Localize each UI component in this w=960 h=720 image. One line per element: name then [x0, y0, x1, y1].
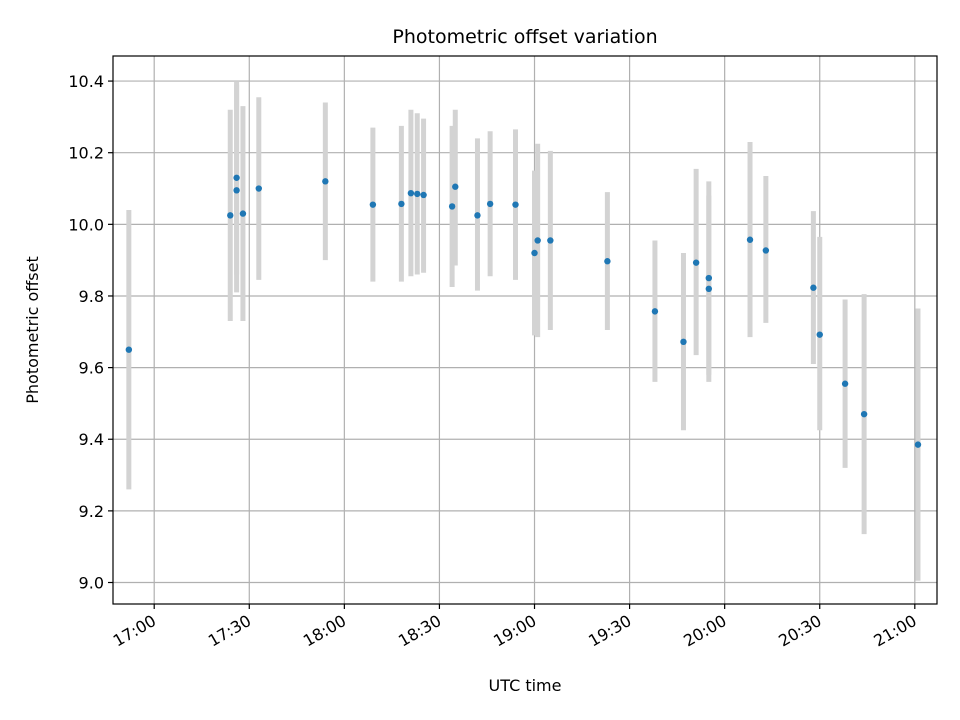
data-point [233, 174, 240, 181]
plot-frame [112, 55, 938, 605]
data-point [705, 285, 713, 293]
data-point [531, 249, 538, 257]
y-axis: 9.0 9.2 9.4 9.6 9.8 10.0 10.2 10.4 [68, 72, 113, 593]
data-point [420, 191, 427, 199]
data-point [407, 189, 415, 197]
data-point [452, 183, 459, 190]
y-tick-label: 10.4 [68, 72, 104, 91]
y-tick-label: 9.6 [79, 359, 104, 378]
data-point [841, 380, 849, 387]
data-point [448, 203, 456, 210]
data-point [239, 210, 247, 217]
data-point [125, 346, 133, 353]
y-tick-label: 9.8 [79, 287, 104, 306]
data-point [322, 178, 329, 185]
data-point [233, 187, 240, 194]
data-point [914, 441, 922, 448]
y-tick-label: 10.0 [68, 215, 104, 234]
data-point [810, 284, 817, 291]
data-point [651, 308, 659, 315]
data-point [604, 258, 611, 265]
data-point [414, 190, 421, 198]
data-point [746, 236, 754, 243]
data-point [692, 259, 700, 266]
data-point [680, 338, 687, 346]
y-tick-label: 10.2 [68, 144, 104, 163]
x-axis-label: UTC time [489, 676, 562, 695]
data-point [860, 410, 868, 418]
data-point [398, 200, 405, 208]
y-tick-label: 9.0 [79, 574, 104, 593]
data-point [816, 331, 823, 338]
grid [113, 56, 937, 604]
y-tick-label: 9.4 [79, 430, 104, 449]
data-point [486, 200, 494, 208]
data-point [512, 201, 519, 208]
data-point [762, 247, 770, 254]
data-point [369, 201, 377, 208]
data-point [227, 212, 234, 219]
data-point [547, 237, 554, 244]
data-points [125, 174, 922, 448]
data-point [705, 274, 713, 282]
y-tick-label: 9.2 [79, 502, 104, 521]
chart-title: Photometric offset variation [392, 26, 657, 48]
data-point [474, 212, 481, 219]
y-axis-label: Photometric offset [23, 256, 42, 404]
data-point [255, 185, 262, 192]
data-point [534, 237, 541, 244]
